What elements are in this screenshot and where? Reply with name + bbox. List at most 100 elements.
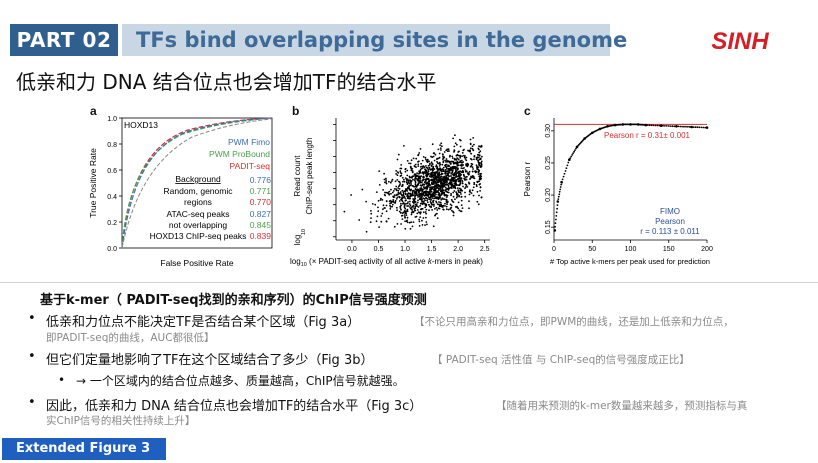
- scatter-point: [456, 187, 459, 189]
- scatter-point: [385, 204, 388, 207]
- scatter-point: [437, 207, 440, 210]
- scatter-point: [440, 182, 442, 185]
- scatter-point: [380, 220, 383, 223]
- scatter-point: [395, 198, 398, 200]
- scatter-point: [411, 171, 414, 174]
- scatter-point: [449, 181, 452, 183]
- curve-point: [558, 193, 561, 196]
- scatter-point: [452, 162, 455, 165]
- scatter-point: [388, 200, 391, 202]
- curve-point: [671, 125, 674, 128]
- scatter-point: [454, 187, 457, 190]
- scatter-point: [441, 187, 444, 190]
- panel-b-label: b: [292, 104, 300, 118]
- scatter-point: [431, 163, 434, 165]
- scatter-point: [426, 191, 428, 194]
- bullet-2-dot: •: [28, 349, 36, 364]
- scatter-point: [409, 162, 412, 165]
- scatter-point: [419, 212, 422, 215]
- scatter-point: [408, 181, 410, 184]
- scatter-point: [394, 200, 397, 202]
- curve-point: [560, 180, 563, 184]
- scatter-point: [473, 177, 476, 180]
- scatter-point: [443, 198, 446, 200]
- scatter-point: [414, 181, 417, 184]
- panel-c: c 0 50 100 150 200 0.15 0.20 0.25 0.30 Pearson …: [522, 104, 732, 274]
- scatter-point: [458, 194, 460, 197]
- scatter-point: [382, 189, 384, 191]
- scatter-point: [424, 199, 426, 202]
- panel-b-xtick-label: 1.5: [427, 246, 437, 253]
- curve-point: [575, 147, 577, 150]
- scatter-point: [462, 173, 465, 176]
- scatter-point: [477, 168, 480, 171]
- scatter-point: [406, 178, 409, 180]
- scatter-point: [433, 203, 435, 206]
- scatter-point: [417, 163, 420, 166]
- scatter-point: [411, 194, 414, 197]
- scatter-point: [450, 172, 453, 175]
- scatter-point: [429, 184, 432, 186]
- panel-c-ytick-label: 0.20: [545, 188, 552, 202]
- scatter-point: [426, 201, 429, 204]
- scatter-point: [430, 202, 432, 204]
- scatter-point: [416, 212, 419, 215]
- scatter-point: [426, 188, 429, 190]
- scatter-point: [459, 164, 462, 167]
- scatter-point: [468, 181, 470, 184]
- curve-point: [582, 138, 585, 141]
- curve-point: [561, 178, 564, 181]
- scatter-point: [420, 196, 423, 199]
- curve-point: [681, 125, 683, 128]
- scatter-point: [470, 152, 472, 155]
- scatter-point: [358, 219, 361, 221]
- row-random-label2: regions: [184, 197, 212, 207]
- curve-point: [687, 125, 689, 128]
- scatter-point: [412, 221, 415, 223]
- curve-point: [669, 125, 672, 127]
- scatter-point: [448, 175, 450, 178]
- scatter-point: [451, 183, 454, 186]
- scatter-point: [410, 159, 413, 162]
- xlabel-mid: (× PADIT-seq activity of all active: [307, 257, 428, 266]
- scatter-point: [416, 201, 419, 204]
- extended-figure-label: Extended Figure 3: [2, 438, 166, 460]
- scatter-point: [388, 190, 391, 193]
- scatter-point: [370, 212, 373, 215]
- scatter-point: [395, 170, 398, 172]
- scatter-point: [456, 193, 459, 196]
- scatter-point: [423, 171, 425, 174]
- scatter-point: [422, 165, 425, 167]
- scatter-point: [432, 178, 434, 181]
- scatter-point: [427, 168, 430, 171]
- scatter-point: [466, 186, 469, 188]
- scatter-point: [427, 170, 430, 173]
- panel-c-yticks: 0.15 0.20 0.25 0.30: [545, 124, 554, 234]
- scatter-point: [423, 176, 425, 179]
- curve-point: [556, 207, 558, 210]
- scatter-point: [450, 209, 453, 212]
- panel-a-ytick-label: 0.6: [107, 168, 117, 175]
- scatter-point: [456, 162, 459, 164]
- scatter-point: [385, 200, 388, 203]
- scatter-point: [446, 174, 449, 176]
- scatter-point: [479, 157, 482, 160]
- curve-point: [565, 167, 568, 170]
- scatter-point: [447, 164, 450, 167]
- scatter-point: [441, 178, 444, 181]
- scatter-point: [453, 190, 456, 192]
- scatter-point: [428, 198, 431, 201]
- scatter-point: [468, 149, 471, 152]
- scatter-point: [404, 193, 407, 196]
- curve-point: [562, 175, 565, 178]
- scatter-point: [480, 144, 483, 147]
- scatter-point: [478, 177, 481, 180]
- scatter-point: [469, 157, 472, 160]
- scatter-point: [440, 175, 443, 178]
- scatter-point: [403, 178, 405, 181]
- curve-point: [677, 125, 680, 128]
- scatter-point: [445, 208, 448, 211]
- panel-a-ylabel: True Positive Rate: [88, 148, 98, 218]
- scatter-point: [426, 193, 428, 196]
- curve-point: [555, 218, 557, 221]
